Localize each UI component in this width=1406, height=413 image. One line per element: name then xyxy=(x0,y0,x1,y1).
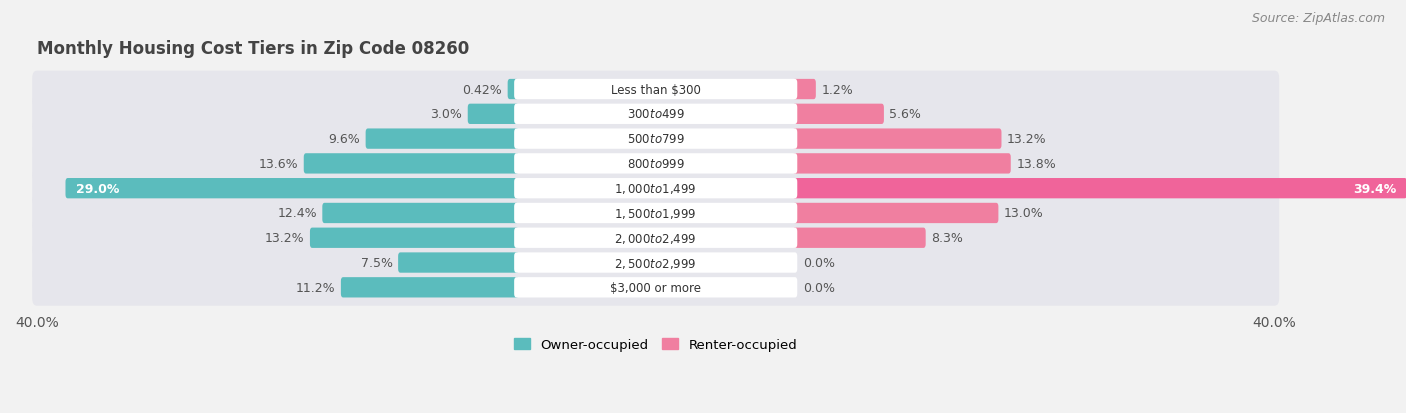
Text: Monthly Housing Cost Tiers in Zip Code 08260: Monthly Housing Cost Tiers in Zip Code 0… xyxy=(37,40,470,58)
Legend: Owner-occupied, Renter-occupied: Owner-occupied, Renter-occupied xyxy=(509,333,803,356)
FancyBboxPatch shape xyxy=(515,104,797,125)
Text: $300 to $499: $300 to $499 xyxy=(627,108,685,121)
Text: 39.4%: 39.4% xyxy=(1354,182,1396,195)
Text: 13.0%: 13.0% xyxy=(1004,207,1043,220)
Text: 3.0%: 3.0% xyxy=(430,108,463,121)
FancyBboxPatch shape xyxy=(515,154,797,174)
FancyBboxPatch shape xyxy=(515,253,797,273)
FancyBboxPatch shape xyxy=(515,129,797,150)
FancyBboxPatch shape xyxy=(32,171,1279,207)
Text: 29.0%: 29.0% xyxy=(76,182,120,195)
FancyBboxPatch shape xyxy=(32,195,1279,232)
FancyBboxPatch shape xyxy=(309,228,519,248)
FancyBboxPatch shape xyxy=(793,178,1406,199)
Text: $1,000 to $1,499: $1,000 to $1,499 xyxy=(614,182,697,196)
FancyBboxPatch shape xyxy=(32,220,1279,256)
Text: 7.5%: 7.5% xyxy=(361,256,392,269)
Text: 11.2%: 11.2% xyxy=(295,281,336,294)
FancyBboxPatch shape xyxy=(515,278,797,298)
Text: 5.6%: 5.6% xyxy=(890,108,921,121)
FancyBboxPatch shape xyxy=(32,71,1279,108)
Text: 0.42%: 0.42% xyxy=(463,83,502,96)
FancyBboxPatch shape xyxy=(793,228,925,248)
FancyBboxPatch shape xyxy=(515,178,797,199)
FancyBboxPatch shape xyxy=(793,104,884,125)
FancyBboxPatch shape xyxy=(793,129,1001,150)
FancyBboxPatch shape xyxy=(32,269,1279,306)
FancyBboxPatch shape xyxy=(32,146,1279,183)
FancyBboxPatch shape xyxy=(515,203,797,223)
FancyBboxPatch shape xyxy=(304,154,519,174)
FancyBboxPatch shape xyxy=(398,253,519,273)
FancyBboxPatch shape xyxy=(322,203,519,223)
Text: $2,000 to $2,499: $2,000 to $2,499 xyxy=(614,231,697,245)
FancyBboxPatch shape xyxy=(32,96,1279,133)
Text: 13.6%: 13.6% xyxy=(259,157,298,171)
Text: 12.4%: 12.4% xyxy=(277,207,316,220)
FancyBboxPatch shape xyxy=(366,129,519,150)
Text: $800 to $999: $800 to $999 xyxy=(627,157,685,171)
Text: Less than $300: Less than $300 xyxy=(610,83,700,96)
FancyBboxPatch shape xyxy=(793,154,1011,174)
Text: 13.2%: 13.2% xyxy=(264,232,305,244)
Text: 8.3%: 8.3% xyxy=(931,232,963,244)
Text: $2,500 to $2,999: $2,500 to $2,999 xyxy=(614,256,697,270)
FancyBboxPatch shape xyxy=(32,121,1279,158)
FancyBboxPatch shape xyxy=(793,80,815,100)
FancyBboxPatch shape xyxy=(468,104,519,125)
FancyBboxPatch shape xyxy=(793,203,998,223)
Text: 0.0%: 0.0% xyxy=(803,256,835,269)
FancyBboxPatch shape xyxy=(340,278,519,298)
Text: 9.6%: 9.6% xyxy=(329,133,360,146)
Text: 13.8%: 13.8% xyxy=(1017,157,1056,171)
FancyBboxPatch shape xyxy=(66,178,519,199)
FancyBboxPatch shape xyxy=(508,80,519,100)
FancyBboxPatch shape xyxy=(515,80,797,100)
Text: Source: ZipAtlas.com: Source: ZipAtlas.com xyxy=(1251,12,1385,25)
Text: 1.2%: 1.2% xyxy=(821,83,853,96)
Text: $500 to $799: $500 to $799 xyxy=(627,133,685,146)
Text: 0.0%: 0.0% xyxy=(803,281,835,294)
Text: 13.2%: 13.2% xyxy=(1007,133,1046,146)
Text: $3,000 or more: $3,000 or more xyxy=(610,281,702,294)
FancyBboxPatch shape xyxy=(515,228,797,248)
FancyBboxPatch shape xyxy=(32,244,1279,281)
Text: $1,500 to $1,999: $1,500 to $1,999 xyxy=(614,206,697,221)
